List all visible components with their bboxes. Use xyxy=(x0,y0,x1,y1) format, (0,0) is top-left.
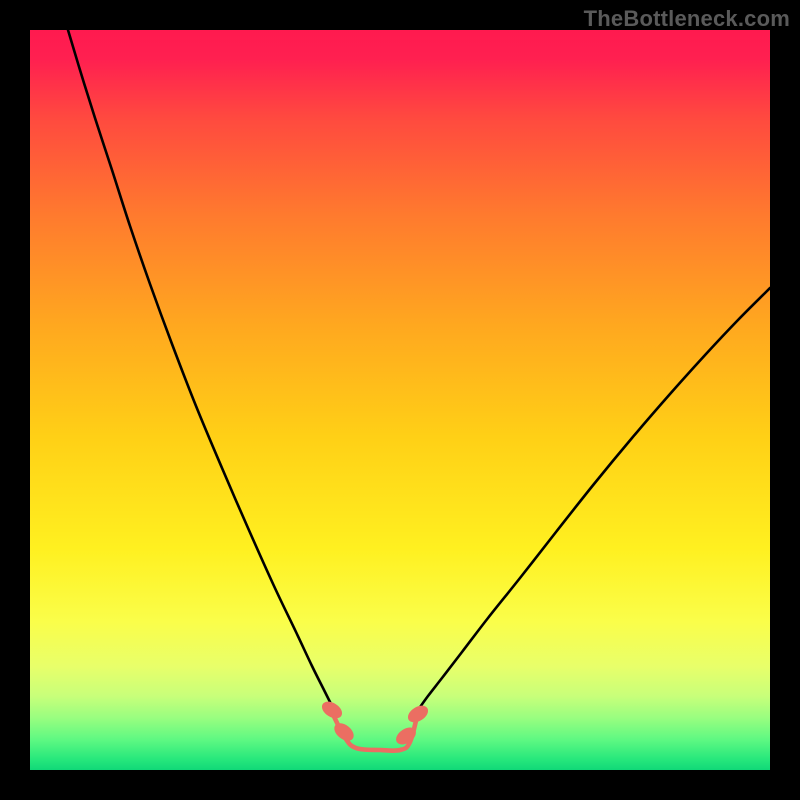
right-curve xyxy=(418,288,770,710)
watermark-text: TheBottleneck.com xyxy=(584,6,790,32)
plot-area xyxy=(30,30,770,770)
curve-layer xyxy=(30,30,770,770)
left-curve xyxy=(68,30,332,706)
chart-frame: TheBottleneck.com xyxy=(0,0,800,800)
